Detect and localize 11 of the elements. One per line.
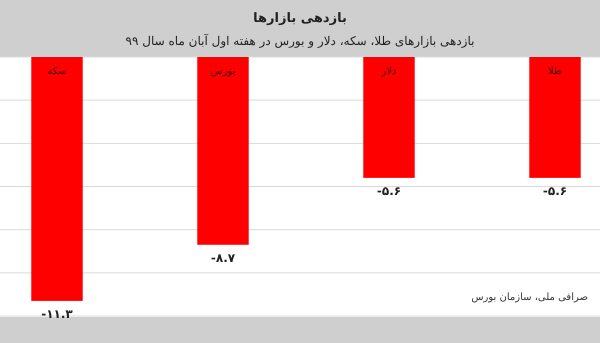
title: بازدهی بازارها: [253, 11, 347, 26]
category: سکه: [47, 66, 67, 77]
category: دلار: [382, 66, 396, 77]
value-label: -۱۱.۳: [41, 306, 73, 321]
value-label: -۵.۶: [376, 184, 402, 198]
value-label: -۵.۶: [542, 184, 568, 198]
subtitle: بازدهی بازارهای طلا، سکه، دلار و بورس در هفته اول آبان ماه سال ۹۹: [126, 34, 474, 48]
value-label: -۸.۷: [210, 250, 236, 265]
category: بورس: [210, 66, 236, 77]
category: طلا: [548, 66, 562, 77]
annotation: صرافی ملی، سازمان بورس: [471, 292, 588, 303]
